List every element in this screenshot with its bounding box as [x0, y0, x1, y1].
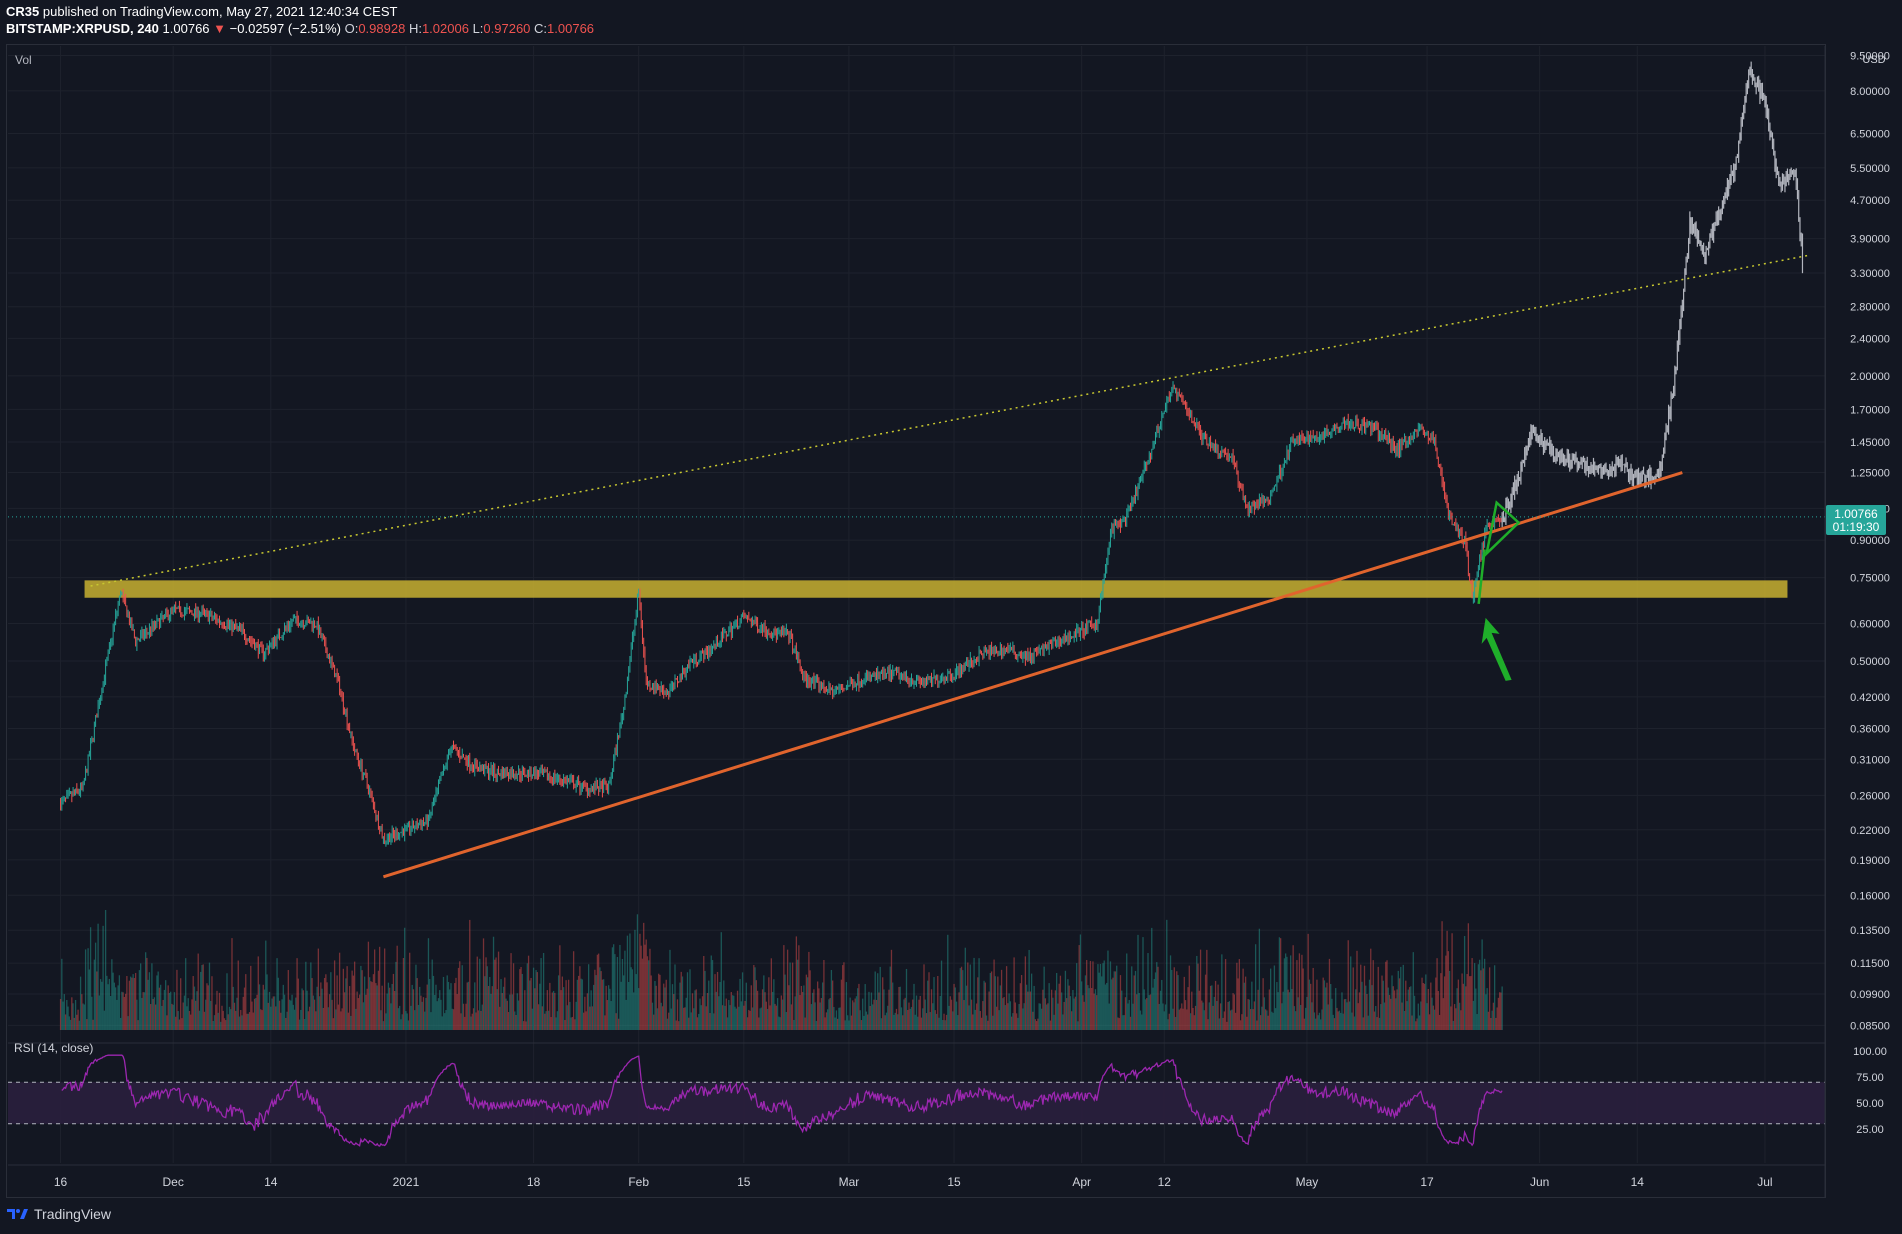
last-price: 1.00766 — [162, 21, 210, 36]
rsi-tick-label: 100.00 — [1853, 1046, 1887, 1058]
annotation-arrows — [1477, 500, 1521, 681]
dotted-resistance-line — [90, 254, 1811, 587]
time-tick-label: 16 — [54, 1175, 68, 1189]
breakout-leg — [1477, 549, 1486, 605]
price-tick-label: 4.70000 — [1850, 195, 1890, 207]
pennant-triangle — [1484, 500, 1521, 558]
rsi-label: RSI (14, close) — [14, 1041, 93, 1055]
time-tick-label: 14 — [1631, 1175, 1645, 1189]
time-tick-label: May — [1296, 1175, 1319, 1189]
price-tick-label: 8.00000 — [1850, 86, 1890, 98]
price-tick-label: 5.50000 — [1850, 163, 1890, 175]
price-tick-label: 1.45000 — [1850, 437, 1890, 449]
projection-path — [1501, 61, 1804, 528]
time-tick-label: Feb — [628, 1175, 649, 1189]
rsi-tick-label: 75.00 — [1856, 1072, 1884, 1084]
rsi-tick-label: 50.00 — [1856, 1098, 1884, 1110]
price-tick-label: 3.30000 — [1850, 268, 1890, 280]
symbol-legend: BITSTAMP:XRPUSD, 240 1.00766 ▼ −0.02597 … — [6, 21, 594, 36]
price-change: −0.02597 (−2.51%) — [229, 21, 341, 36]
tradingview-logo-icon — [7, 1209, 28, 1219]
price-tick-label: 2.80000 — [1850, 302, 1890, 314]
chart-grid — [8, 46, 1825, 1166]
volume-label: Vol — [15, 53, 32, 67]
price-tick-label: 0.16000 — [1850, 890, 1890, 902]
published-text: published on TradingView.com, May 27, 20… — [42, 4, 398, 19]
time-tick-label: 15 — [737, 1175, 751, 1189]
price-tick-label: 0.90000 — [1850, 535, 1890, 547]
price-tick-label: 3.90000 — [1850, 234, 1890, 246]
current-price-value: 1.00766 — [1834, 507, 1878, 521]
time-axis: 16 Dec 14 2021 18 Feb 15 Mar 15 Apr 12 May 17 Jun 14 Ju… — [54, 1175, 1773, 1189]
symbol-name: BITSTAMP:XRPUSD, 240 — [6, 21, 159, 36]
price-tick-label: 2.40000 — [1850, 333, 1890, 345]
time-tick-label: Dec — [163, 1175, 184, 1189]
rsi-tick-label: 25.00 — [1856, 1124, 1884, 1136]
time-tick-label: Jun — [1530, 1175, 1549, 1189]
tradingview-brand: TradingView — [34, 1206, 112, 1222]
down-arrow-icon: ▼ — [213, 21, 227, 36]
price-tick-label: 0.75000 — [1850, 573, 1890, 585]
time-tick-label: 14 — [264, 1175, 278, 1189]
price-tick-label: 0.09900 — [1850, 989, 1890, 1001]
time-tick-label: Apr — [1072, 1175, 1091, 1189]
low-label: L: — [472, 21, 484, 36]
rising-trendline — [382, 471, 1683, 879]
publish-info: CR35 published on TradingView.com, May 2… — [6, 4, 397, 19]
time-tick-label: 17 — [1420, 1175, 1434, 1189]
price-tick-label: 0.60000 — [1850, 618, 1890, 630]
support-zone-rect — [84, 580, 1788, 598]
support-zone — [84, 580, 1788, 598]
price-tick-label: 0.26000 — [1850, 790, 1890, 802]
low-value: 0.97260 — [483, 21, 531, 36]
high-label: H: — [408, 21, 422, 36]
close-label: C: — [534, 21, 548, 36]
price-tick-label: 0.13500 — [1850, 925, 1890, 937]
open-value: 0.98928 — [358, 21, 406, 36]
price-tick-label: 6.50000 — [1850, 129, 1890, 141]
trend-lines — [8, 254, 1825, 879]
rsi-line — [61, 1054, 1503, 1147]
time-tick-label: Jul — [1757, 1175, 1772, 1189]
price-tick-label: 1.70000 — [1850, 404, 1890, 416]
price-tick-label: 0.31000 — [1850, 754, 1890, 766]
price-tick-label: 0.22000 — [1850, 825, 1890, 837]
price-axis: 9.50000 8.00000 6.50000 5.50000 4.70000 3.900… — [1824, 46, 1890, 1198]
time-tick-label: Mar — [839, 1175, 860, 1189]
price-tick-label: 0.11500 — [1851, 958, 1890, 970]
price-tick-label: 2.00000 — [1850, 371, 1890, 383]
tradingview-footer[interactable]: TradingView — [6, 1206, 111, 1222]
price-tick-label: 0.50000 — [1850, 656, 1890, 668]
price-candles — [60, 381, 1503, 847]
price-tick-label: 0.08500 — [1850, 1020, 1890, 1032]
current-price-badge: 1.00766 01:19:30 — [1826, 505, 1886, 535]
price-tick-label: 1.25000 — [1850, 468, 1890, 480]
price-tick-label: 0.19000 — [1850, 855, 1890, 867]
time-tick-label: 15 — [947, 1175, 961, 1189]
bar-countdown: 01:19:30 — [1833, 520, 1880, 534]
time-tick-label: 18 — [527, 1175, 541, 1189]
up-arrow-icon — [1481, 617, 1512, 681]
open-label: O: — [344, 21, 359, 36]
currency-label: USD — [1862, 54, 1885, 66]
author-name: CR35 — [6, 4, 40, 19]
price-tick-label: 9.50000 — [1850, 51, 1890, 63]
price-tick-label: 0.42000 — [1850, 692, 1890, 704]
close-value: 1.00766 — [547, 21, 595, 36]
rsi-pane — [8, 1054, 1825, 1147]
time-tick-label: 2021 — [393, 1175, 420, 1189]
high-value: 1.02006 — [421, 21, 469, 36]
volume-bars — [59, 910, 1503, 1030]
time-tick-label: 12 — [1158, 1175, 1172, 1189]
price-tick-label: 0.36000 — [1850, 724, 1890, 736]
